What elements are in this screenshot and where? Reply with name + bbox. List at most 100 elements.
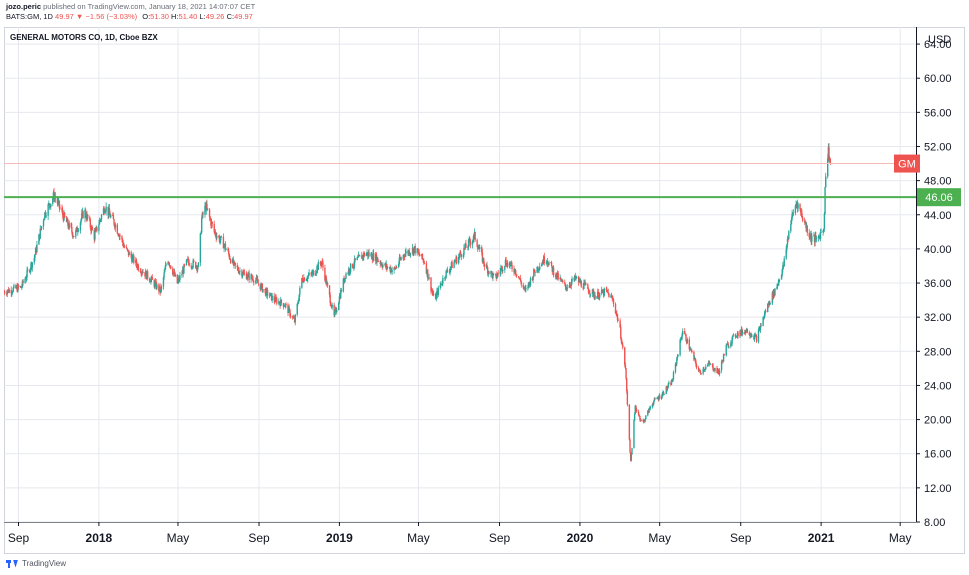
candle-up: [164, 269, 166, 273]
candle-up: [506, 262, 509, 267]
candle-up: [128, 252, 130, 256]
candle-down: [214, 232, 217, 236]
candle-up: [630, 454, 633, 461]
candle-down: [469, 242, 472, 245]
candle-down: [515, 274, 518, 276]
candle-down: [519, 278, 522, 282]
candle-up: [568, 284, 571, 288]
candle-down: [481, 247, 483, 253]
candle-up: [680, 338, 683, 340]
candle-up: [824, 187, 826, 214]
candle-down: [592, 289, 594, 292]
candle-down: [86, 214, 89, 219]
candle-down: [628, 404, 631, 440]
candle-up: [548, 262, 550, 266]
candle-down: [146, 271, 149, 279]
candle-up: [306, 279, 308, 280]
candle-down: [103, 208, 105, 214]
candle-up: [453, 262, 455, 269]
candle-down: [574, 275, 577, 279]
candle-up: [8, 289, 10, 293]
candle-down: [396, 266, 398, 268]
candle-down: [695, 360, 697, 365]
candle-up: [825, 176, 827, 188]
candle-down: [617, 320, 619, 321]
candle-down: [278, 301, 281, 304]
candle-down: [755, 335, 758, 342]
candle-down: [256, 277, 258, 280]
candle-up: [239, 270, 241, 272]
candle-down: [228, 254, 231, 259]
candle-up: [648, 407, 650, 413]
candle-up: [705, 366, 707, 370]
y-tick-label: 24.00: [924, 380, 952, 392]
candle-up: [726, 343, 728, 346]
candle-down: [313, 270, 315, 276]
candle-down: [760, 325, 762, 327]
chart-container[interactable]: 64.00 60.00 56.00 52.00 48.00 44.00 40.00 36.00…: [3, 27, 965, 554]
candle-down: [580, 281, 582, 287]
candle-up: [265, 288, 267, 296]
candle-down: [589, 292, 591, 295]
candle-down: [737, 332, 739, 337]
candle-down: [119, 235, 121, 237]
candle-up: [428, 277, 430, 280]
candle-up: [31, 262, 34, 268]
candle-down: [121, 239, 124, 243]
change-arrow-icon: ▼: [75, 12, 84, 21]
candle-down: [612, 299, 615, 304]
candle-up: [338, 296, 341, 303]
candle-down: [584, 282, 586, 285]
candle-down: [211, 221, 213, 225]
candle-up: [238, 271, 240, 274]
candle-up: [100, 214, 103, 220]
candle-up: [142, 272, 144, 274]
candle-up: [352, 267, 354, 269]
candle-down: [117, 233, 119, 235]
candle-down: [432, 292, 434, 295]
candle-up: [334, 311, 336, 316]
candle-up: [356, 257, 358, 261]
candle-down: [333, 304, 335, 316]
candle-down: [408, 250, 410, 255]
candle-down: [748, 332, 750, 335]
candle-up: [21, 286, 23, 288]
y-tick-label: 36.00: [924, 278, 952, 290]
candle-up: [33, 257, 36, 263]
candle-up: [34, 254, 36, 258]
candle-up: [105, 206, 107, 212]
candle-down: [372, 253, 375, 261]
candle-down: [261, 283, 264, 292]
candle-up: [154, 282, 156, 287]
candle-up: [17, 285, 19, 292]
candle-down: [324, 267, 326, 281]
candle-up: [413, 248, 415, 254]
price-chart[interactable]: 64.00 60.00 56.00 52.00 48.00 44.00 40.00 36.00…: [3, 27, 965, 554]
candle-up: [36, 244, 38, 253]
candle-down: [400, 258, 403, 260]
candle-down: [252, 278, 254, 282]
y-tick-label: 8.00: [924, 517, 945, 529]
candle-up: [575, 277, 578, 278]
candle-up: [349, 263, 352, 273]
candle-down: [418, 252, 420, 255]
candle-up: [823, 213, 826, 230]
candle-down: [431, 290, 434, 293]
candle-down: [112, 215, 115, 220]
candle-up: [345, 273, 347, 279]
candle-up: [667, 384, 669, 388]
close-value: 49.97: [234, 12, 253, 21]
candle-down: [133, 255, 135, 263]
candle-up: [402, 255, 405, 260]
candle-down: [273, 295, 275, 301]
candle-up: [709, 363, 712, 365]
candle-up: [702, 368, 704, 374]
candle-down: [649, 407, 651, 409]
candle-up: [307, 276, 309, 280]
candle-down: [620, 338, 623, 343]
candle-down: [610, 295, 613, 297]
candle-up: [598, 293, 601, 298]
candle-up: [763, 314, 766, 318]
candle-up: [631, 448, 633, 455]
candle-up: [162, 277, 165, 287]
